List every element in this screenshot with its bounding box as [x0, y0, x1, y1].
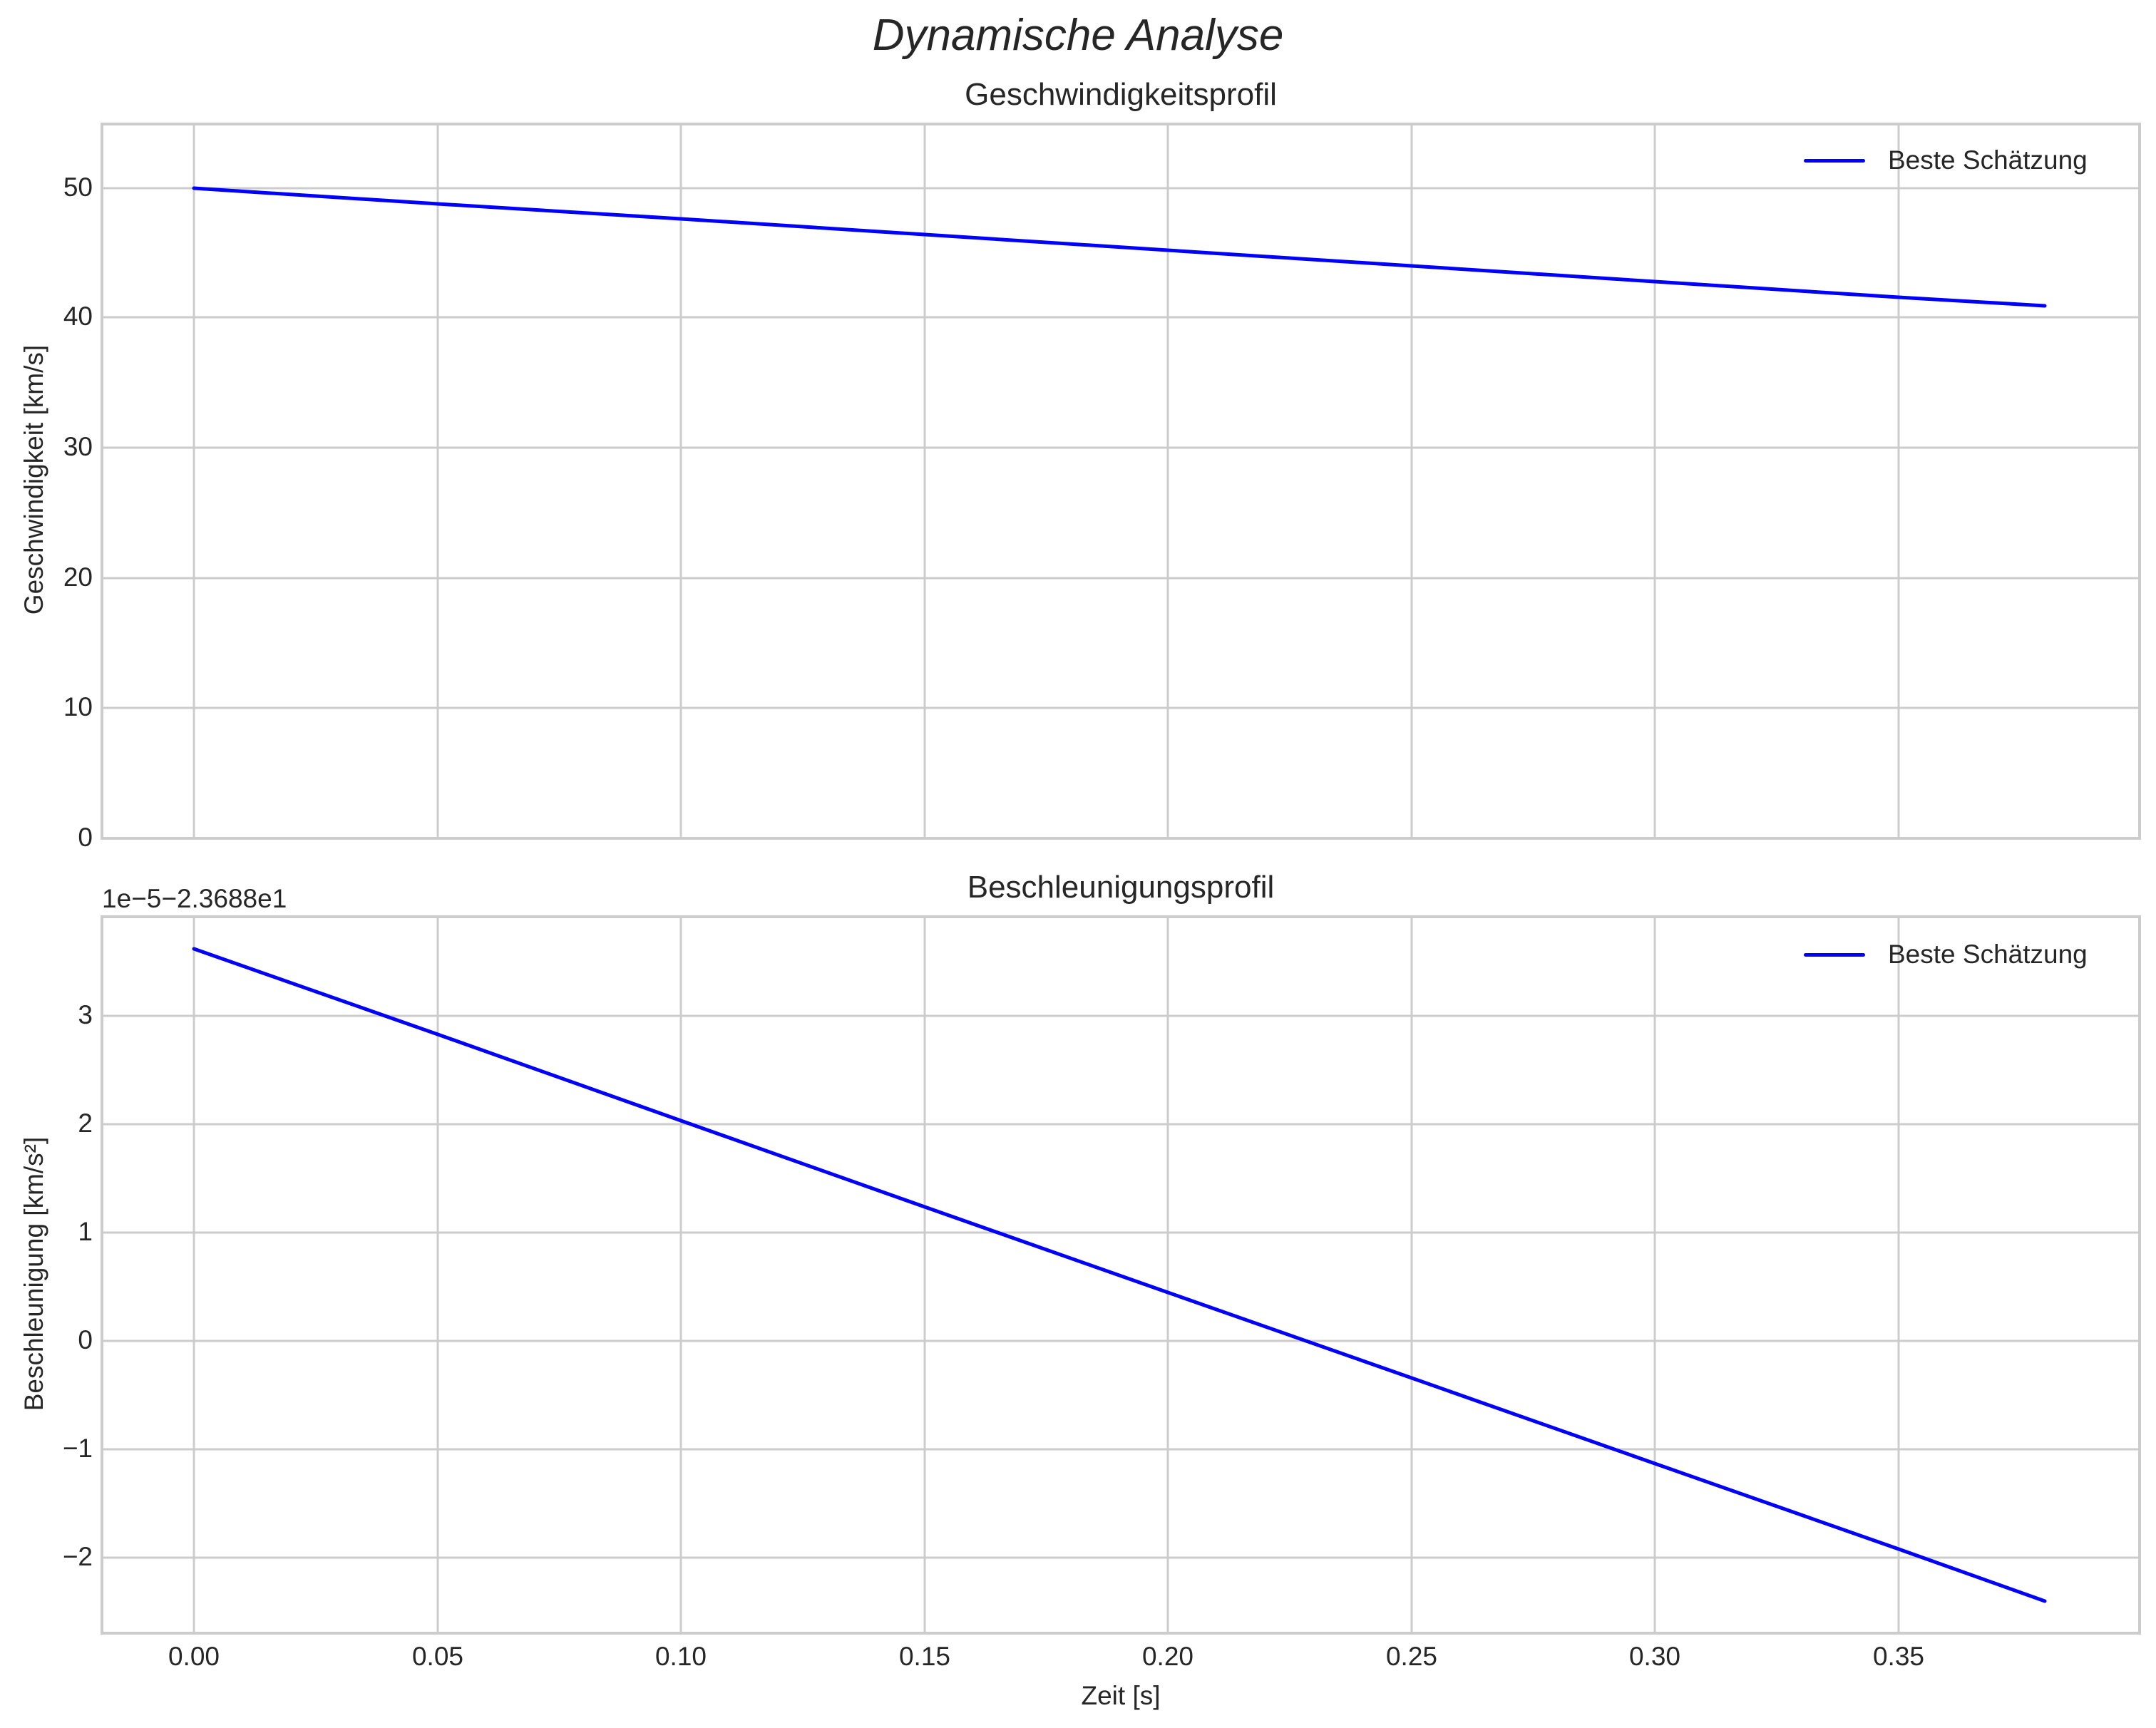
top-ytick-20: 20 [63, 562, 93, 592]
figure-suptitle: Dynamische Analyse [872, 11, 1284, 60]
top-ytick-30: 30 [63, 432, 93, 461]
xtick-0.35: 0.35 [1872, 1642, 1924, 1671]
x-axis-label: Zeit [s] [1081, 1681, 1161, 1710]
bottom-legend-label: Beste Schätzung [1888, 940, 2088, 969]
bottom-ytick-2: 2 [78, 1109, 93, 1138]
bottom-y-offset-text: 1e−5−2.3688e1 [102, 884, 287, 913]
xtick-0.05: 0.05 [411, 1642, 463, 1671]
xtick-0.15: 0.15 [898, 1642, 950, 1671]
top-series-line [192, 186, 2047, 308]
legend-line-swatch-icon [1804, 952, 1865, 957]
bottom-ylabel: Beschleunigung [km/s²] [19, 1136, 48, 1411]
xtick-0.25: 0.25 [1385, 1642, 1437, 1671]
bottom-ytick-0: 0 [78, 1325, 93, 1354]
xtick-0.00: 0.00 [168, 1642, 220, 1671]
top-ytick-10: 10 [63, 692, 93, 721]
top-ytick-0: 0 [78, 823, 93, 852]
bottom-axes-frame [101, 915, 2141, 1635]
bottom-ytick-1: 1 [78, 1217, 93, 1246]
top-axes-grid [102, 124, 2140, 838]
xtick-0.20: 0.20 [1141, 1642, 1194, 1671]
xtick-0.10: 0.10 [654, 1642, 707, 1671]
bottom-legend: Beste Schätzung [1804, 940, 2088, 970]
top-axes-title: Geschwindigkeitsprofil [965, 77, 1277, 112]
top-ylabel: Geschwindigkeit [km/s] [19, 344, 48, 615]
bottom-series-line [192, 947, 2047, 1603]
top-legend-label: Beste Schätzung [1888, 145, 2088, 175]
bottom-ytick-m2: −2 [62, 1542, 93, 1571]
top-legend: Beste Schätzung [1804, 145, 2088, 175]
bottom-ytick-m1: −1 [62, 1434, 93, 1463]
bottom-axes-title: Beschleunigungsprofil [967, 870, 1275, 905]
bottom-ytick-3: 3 [78, 1000, 93, 1029]
bottom-axes-grid [102, 917, 2140, 1633]
xtick-0.30: 0.30 [1628, 1642, 1680, 1671]
top-ytick-40: 40 [63, 302, 93, 331]
top-axes-frame [101, 123, 2141, 840]
legend-line-swatch-icon [1804, 158, 1865, 163]
top-ytick-50: 50 [63, 173, 93, 202]
